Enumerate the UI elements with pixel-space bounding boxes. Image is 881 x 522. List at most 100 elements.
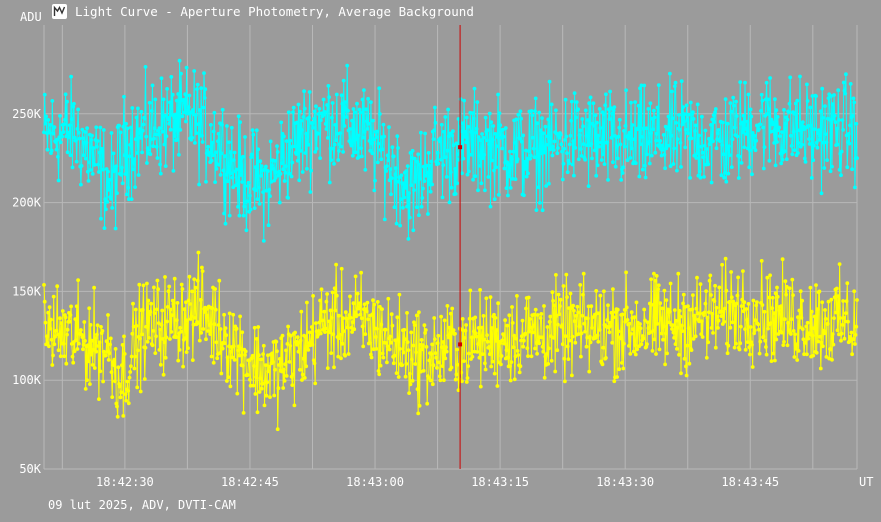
data-point	[468, 288, 473, 293]
data-point	[109, 370, 114, 374]
data-point	[565, 295, 569, 299]
data-point	[325, 103, 329, 107]
data-point	[761, 334, 766, 339]
data-point	[284, 164, 288, 169]
data-point	[325, 366, 330, 370]
data-point	[120, 165, 124, 170]
data-point	[319, 287, 324, 292]
data-point	[83, 130, 87, 134]
data-point	[56, 154, 60, 159]
data-point	[224, 172, 229, 177]
data-point	[318, 156, 322, 161]
data-point	[617, 367, 622, 372]
data-point	[170, 92, 175, 97]
data-point	[752, 134, 757, 138]
data-point	[791, 293, 795, 297]
data-point	[588, 95, 593, 100]
data-point	[133, 307, 138, 312]
data-point	[211, 129, 216, 134]
data-point	[290, 160, 295, 165]
data-point	[670, 89, 674, 94]
data-point	[181, 98, 186, 102]
data-point	[478, 384, 483, 389]
data-point	[172, 276, 177, 281]
data-point	[57, 334, 62, 339]
data-point	[193, 113, 198, 118]
data-point	[560, 323, 564, 327]
data-point	[266, 223, 271, 228]
data-point	[474, 334, 479, 339]
data-point	[268, 395, 272, 399]
data-point	[522, 338, 526, 343]
data-point	[234, 167, 239, 172]
data-point	[70, 354, 75, 359]
data-point	[630, 123, 635, 127]
data-point	[493, 316, 498, 320]
data-point	[795, 358, 800, 362]
data-point	[825, 158, 829, 163]
data-point	[359, 154, 364, 159]
data-point	[299, 309, 304, 314]
data-point	[494, 165, 498, 170]
data-point	[583, 329, 587, 334]
data-point	[831, 117, 836, 121]
data-point	[605, 318, 610, 322]
data-point	[332, 286, 337, 291]
data-point	[481, 135, 486, 140]
data-point	[531, 330, 535, 335]
data-point	[464, 115, 469, 120]
data-point	[451, 129, 455, 134]
data-point	[759, 109, 763, 113]
data-point	[799, 315, 804, 320]
data-point	[474, 331, 478, 336]
data-point	[384, 169, 389, 173]
data-point	[261, 352, 265, 356]
data-point	[463, 328, 468, 333]
data-point	[585, 143, 590, 148]
data-point	[694, 156, 699, 160]
data-point	[830, 357, 834, 362]
cursor-marker	[458, 342, 463, 347]
data-point	[705, 315, 710, 320]
data-point	[334, 262, 338, 267]
data-point	[556, 322, 560, 327]
data-point	[597, 311, 601, 316]
data-point	[766, 326, 770, 331]
data-point	[814, 283, 818, 287]
data-point	[245, 373, 250, 377]
data-point	[285, 342, 290, 346]
data-point	[65, 99, 69, 104]
data-point	[837, 167, 842, 172]
data-point	[82, 320, 87, 324]
data-point	[58, 316, 62, 321]
data-point	[240, 180, 245, 184]
data-point	[396, 146, 400, 150]
data-point	[230, 355, 235, 360]
data-point	[617, 125, 622, 130]
data-point	[682, 356, 687, 361]
data-point	[178, 325, 183, 330]
data-point	[724, 288, 729, 293]
data-point	[243, 135, 247, 139]
data-point	[419, 130, 423, 135]
light-curve-app-icon[interactable]	[52, 4, 67, 19]
data-point	[76, 278, 80, 282]
data-point	[106, 187, 111, 192]
data-point	[442, 129, 446, 134]
data-point	[731, 95, 736, 100]
data-point	[587, 369, 592, 374]
data-point	[433, 120, 438, 125]
data-point	[182, 307, 187, 312]
data-point	[91, 348, 96, 352]
data-point	[110, 206, 115, 210]
data-point	[570, 334, 575, 339]
data-point	[762, 145, 767, 150]
data-point	[466, 125, 471, 129]
data-point	[119, 172, 124, 177]
data-point	[306, 142, 311, 147]
data-point	[777, 134, 782, 139]
data-point	[136, 348, 140, 353]
data-point	[113, 226, 118, 231]
data-point	[52, 342, 57, 347]
